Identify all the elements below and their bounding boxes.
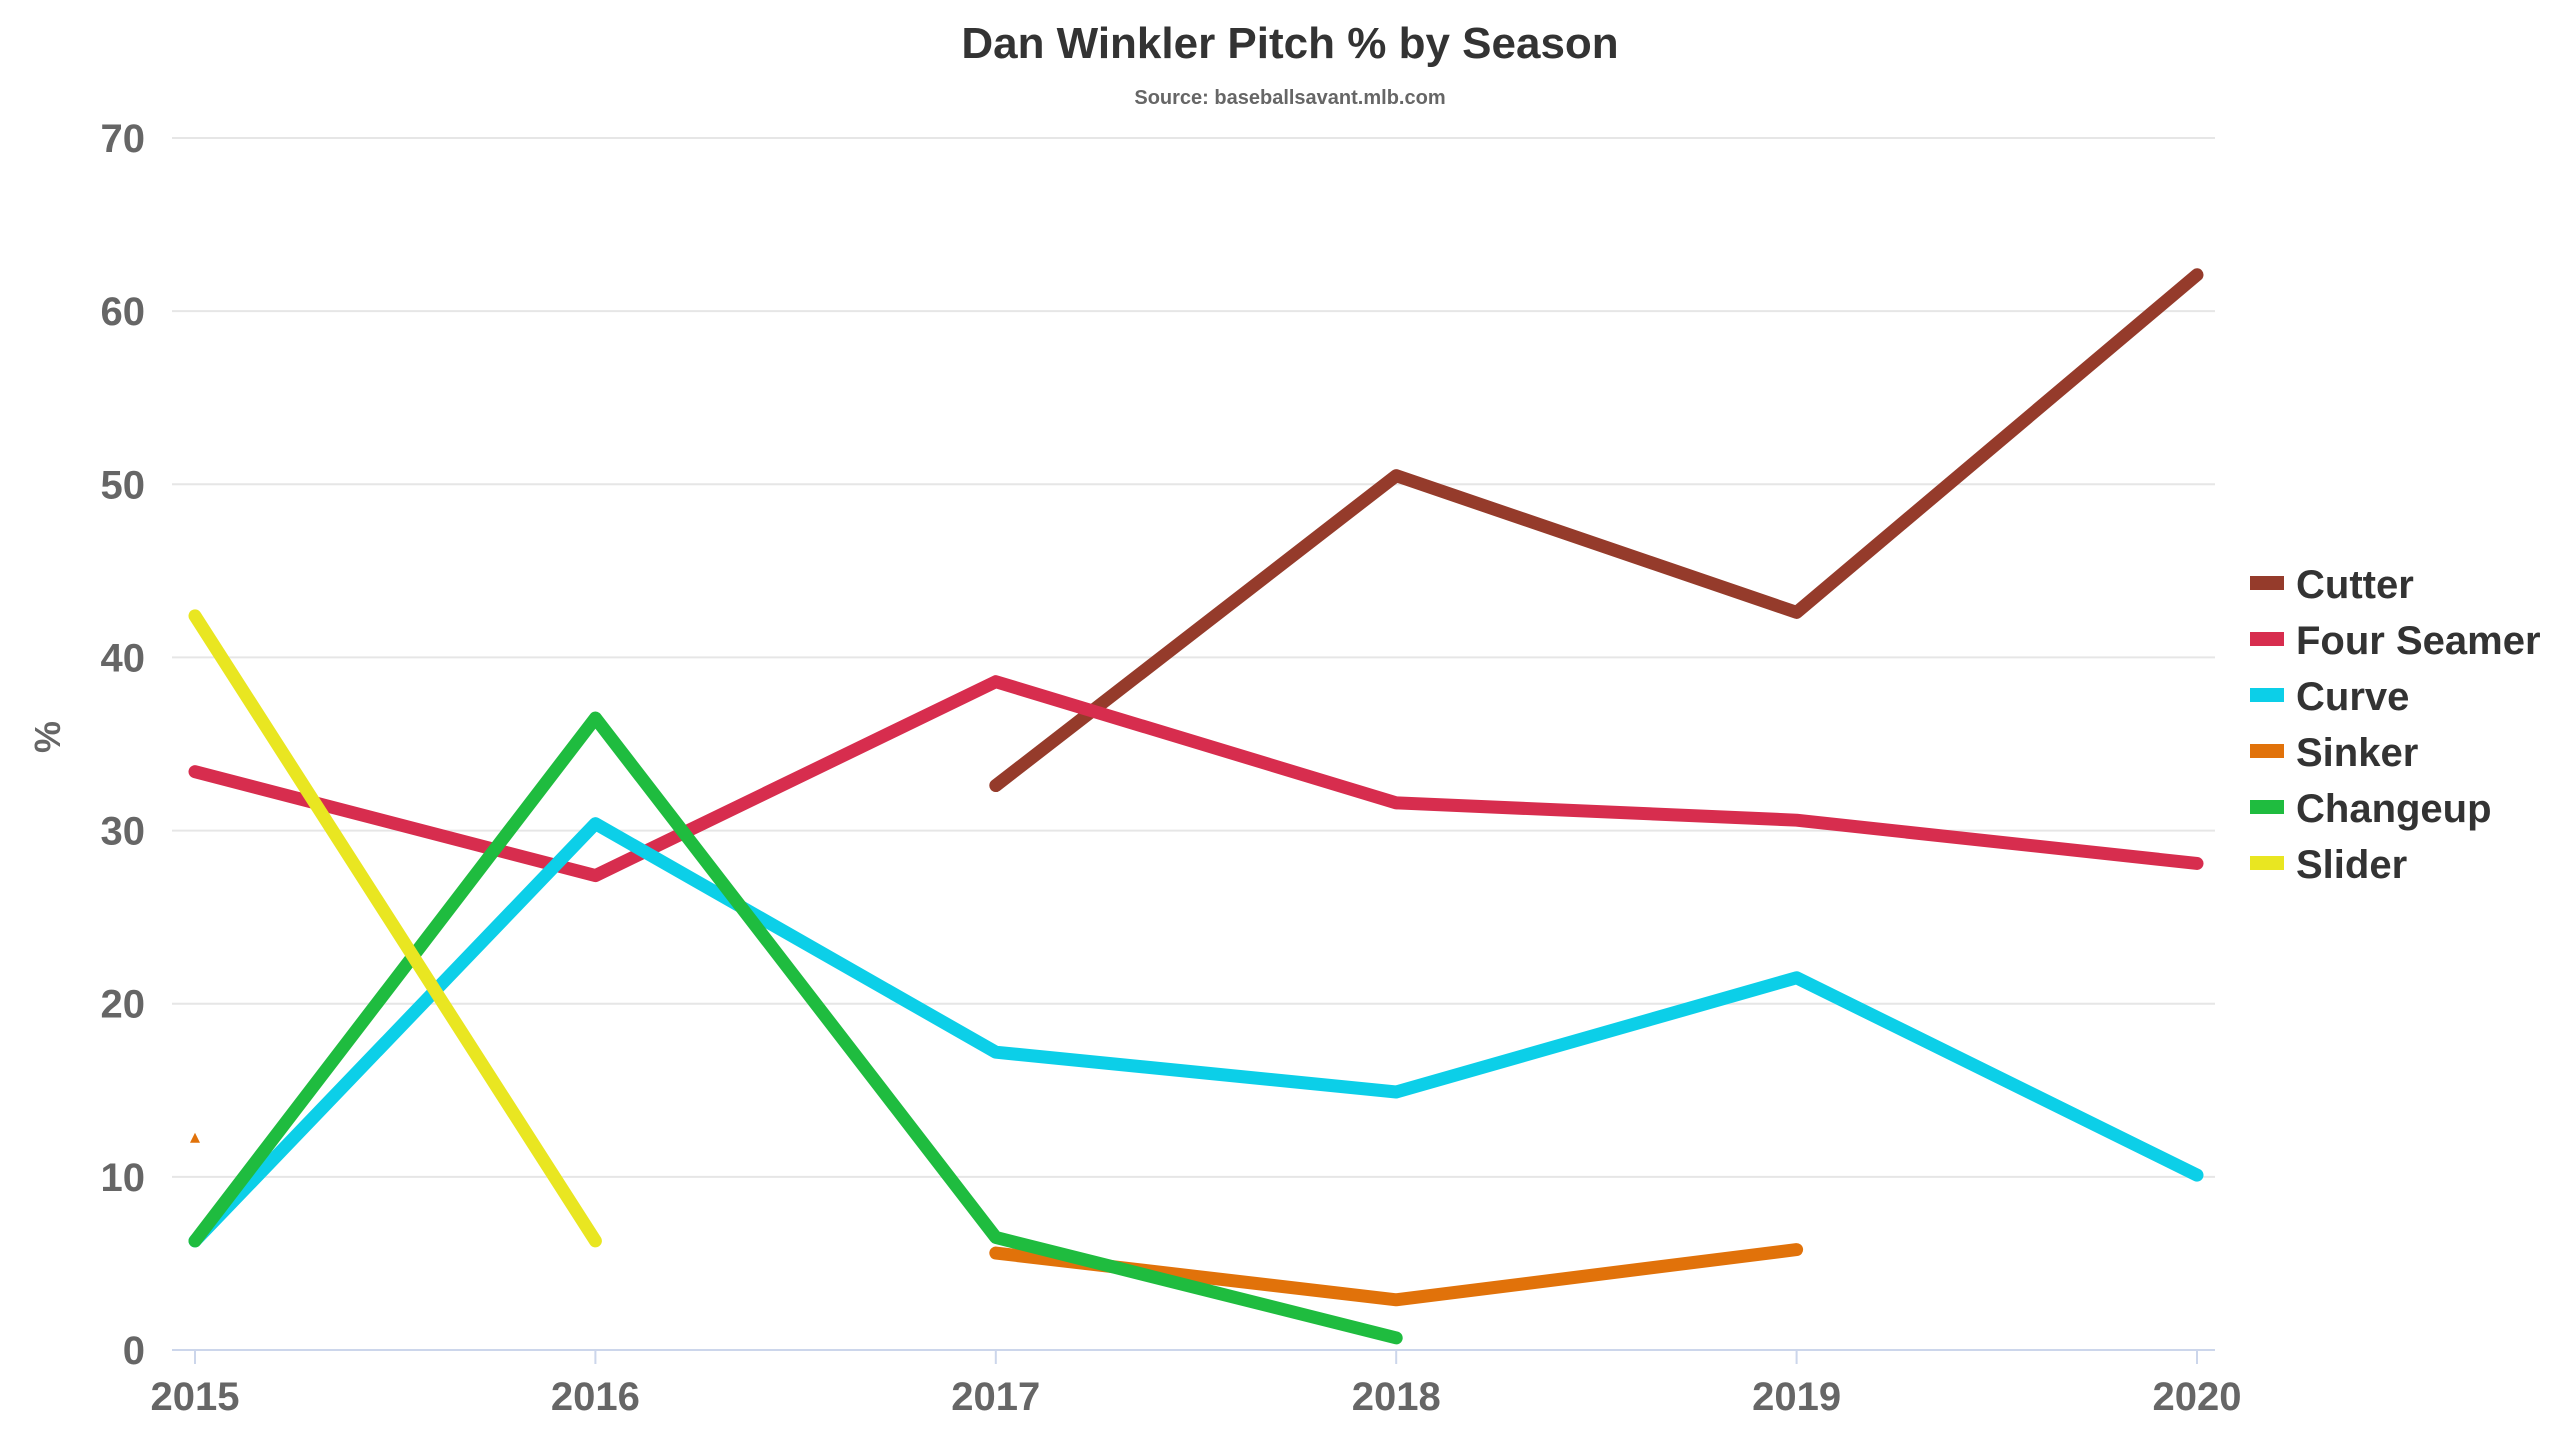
x-tick-label: 2019: [1752, 1375, 1841, 1419]
series-line-changeup: [188, 711, 1403, 1345]
series-lines: [188, 268, 2204, 1345]
x-tick-label: 2017: [951, 1375, 1040, 1419]
legend-swatch-four-seamer[interactable]: [2250, 632, 2284, 646]
legend-swatch-changeup[interactable]: [2250, 800, 2284, 814]
y-tick-label: 10: [101, 1156, 146, 1200]
legend-swatch-sinker[interactable]: [2250, 744, 2284, 758]
legend-label-curve[interactable]: Curve: [2296, 675, 2409, 719]
legend-label-cutter[interactable]: Cutter: [2296, 563, 2414, 607]
series-point-sinker: [190, 1132, 200, 1143]
chart-title: Dan Winkler Pitch % by Season: [961, 19, 1618, 68]
y-tick-label: 50: [101, 463, 146, 507]
series-points: [190, 1132, 200, 1143]
series-line-four-seamer: [188, 675, 2204, 883]
x-tick-label: 2018: [1352, 1375, 1441, 1419]
legend-swatch-curve[interactable]: [2250, 688, 2284, 702]
legend-label-changeup[interactable]: Changeup: [2296, 787, 2492, 831]
legend-label-sinker[interactable]: Sinker: [2296, 731, 2418, 775]
chart-subtitle: Source: baseballsavant.mlb.com: [1134, 87, 1445, 109]
legend-swatch-cutter[interactable]: [2250, 576, 2284, 590]
x-tick-label: 2015: [151, 1375, 240, 1419]
y-tick-label: 60: [101, 290, 146, 334]
series-line-slider: [188, 609, 602, 1248]
y-tick-label: 20: [101, 983, 146, 1027]
x-tick-label: 2016: [551, 1375, 640, 1419]
x-tick-label: 2020: [2153, 1375, 2242, 1419]
series-line-cutter: [989, 268, 2204, 793]
legend-label-four-seamer[interactable]: Four Seamer: [2296, 619, 2541, 663]
y-tick-label: 70: [101, 117, 146, 161]
y-axis-label: %: [27, 721, 68, 753]
legend-swatch-slider[interactable]: [2250, 856, 2284, 870]
axes: 0 10 20 30 40 50 60 70 2015 2016 2017 2018 2019 2020: [101, 117, 2242, 1419]
y-tick-label: 30: [101, 810, 146, 854]
y-tick-label: 40: [101, 636, 146, 680]
legend: Cutter Four Seamer Curve Sinker Changeup Slid…: [2250, 563, 2541, 887]
series-line-curve: [188, 817, 2204, 1248]
y-tick-label: 0: [123, 1329, 145, 1373]
legend-label-slider[interactable]: Slider: [2296, 843, 2407, 887]
